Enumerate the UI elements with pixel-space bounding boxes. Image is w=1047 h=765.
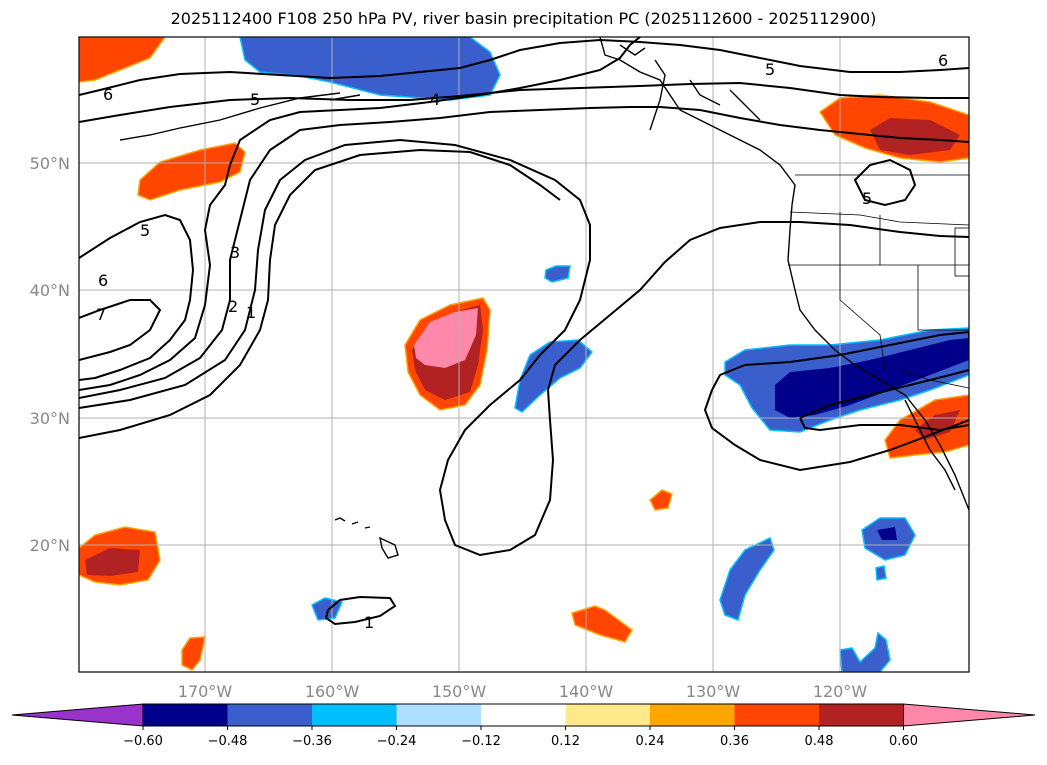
colorbar-tick-label: −0.36 (292, 734, 332, 749)
political-borders (788, 174, 969, 389)
contour-label: 4 (430, 90, 440, 109)
colorbar-extend-high (903, 703, 1036, 727)
positive-anomaly-bottom-center (571, 605, 633, 643)
map-title: 2025112400 F108 250 hPa PV, river basin … (170, 9, 877, 28)
contour-label: 5 (765, 60, 775, 79)
colorbar-tick-label: 0.24 (636, 734, 665, 749)
contour-label: 6 (938, 51, 948, 70)
longitude-labels: 170°W 160°W 150°W 140°W 130°W 120°W (178, 682, 868, 701)
contour-label: 5 (862, 189, 872, 208)
contour-labels: 6 5 4 5 6 5 3 6 7 2 1 5 1 (96, 51, 948, 632)
lat-label: 20°N (30, 536, 70, 555)
positive-anomaly-50n (137, 142, 246, 201)
colorbar-swatch (565, 704, 650, 726)
colorbar-extend-low (11, 703, 144, 727)
negative-anomaly-sw-mexico (719, 536, 775, 621)
negative-anomaly-small (544, 265, 571, 283)
lat-label: 50°N (30, 154, 70, 173)
positive-anomaly-24n (649, 489, 673, 511)
lat-label: 30°N (30, 409, 70, 428)
negative-anomaly-gulf (239, 37, 501, 101)
colorbar-swatch (650, 704, 735, 726)
lon-label: 170°W (178, 682, 233, 701)
colorbar-swatch (481, 704, 566, 726)
colorbar-tick-label: −0.12 (461, 734, 501, 749)
positive-anomaly-nw (79, 37, 166, 83)
lon-label: 120°W (813, 682, 868, 701)
contour-label: 6 (103, 85, 113, 104)
gridlines (79, 37, 969, 672)
coastlines (119, 37, 969, 559)
colorbar-tick-label: 0.36 (720, 734, 749, 749)
lat-label: 40°N (30, 281, 70, 300)
lon-label: 130°W (686, 682, 741, 701)
colorbar: −0.60 −0.48 −0.36 −0.24 −0.12 0.12 0.24 0.36 0.4… (11, 703, 1036, 749)
colorbar-swatch (227, 704, 312, 726)
colorbar-swatch (312, 704, 397, 726)
positive-anomaly-small-bottom (181, 636, 206, 671)
colorbar-swatch (734, 704, 819, 726)
colorbar-tick-label: −0.60 (123, 734, 163, 749)
colorbar-swatch (143, 704, 228, 726)
precip-shading (79, 37, 969, 672)
colorbar-tick-label: 0.48 (805, 734, 834, 749)
colorbar-swatch (819, 704, 904, 726)
contour-label: 2 (228, 297, 238, 316)
colorbar-tick-label: 0.60 (889, 734, 918, 749)
negative-anomaly-33n (514, 339, 594, 413)
contour-label: 6 (98, 271, 108, 290)
contour-label: 1 (364, 613, 374, 632)
pv-contours (79, 37, 969, 626)
contour-label: 3 (230, 243, 240, 262)
colorbar-tick-label: −0.24 (377, 734, 417, 749)
latitude-labels: 50°N 40°N 30°N 20°N (30, 154, 70, 555)
lon-label: 160°W (305, 682, 360, 701)
contour-label: 1 (246, 303, 256, 322)
colorbar-tick-label: 0.12 (551, 734, 580, 749)
map-frame (78, 36, 970, 673)
contour-label: 7 (96, 305, 106, 324)
colorbar-frame (142, 703, 904, 727)
lon-label: 140°W (559, 682, 614, 701)
colorbar-tick-label: −0.48 (208, 734, 248, 749)
contour-label: 5 (140, 221, 150, 240)
lon-label: 150°W (432, 682, 487, 701)
colorbar-swatch (396, 704, 481, 726)
contour-label: 5 (250, 90, 260, 109)
